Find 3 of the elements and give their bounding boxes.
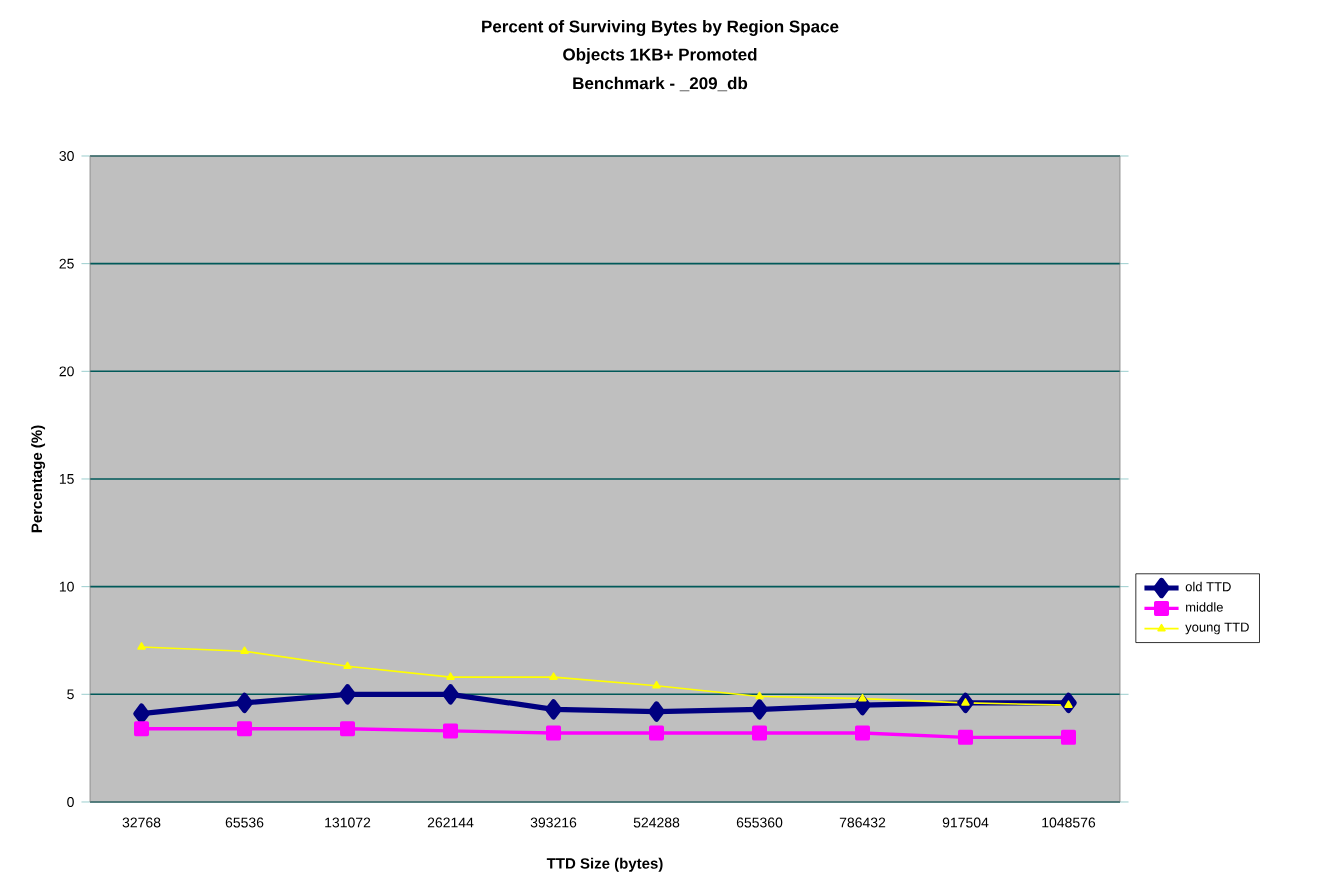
text: Benchmark - _209_db: [573, 76, 748, 92]
chart-title: Percent of Surviving Bytes by Region Space: [482, 20, 839, 36]
chart-subtitle: Objects 1KB+ Promoted: [563, 48, 757, 64]
